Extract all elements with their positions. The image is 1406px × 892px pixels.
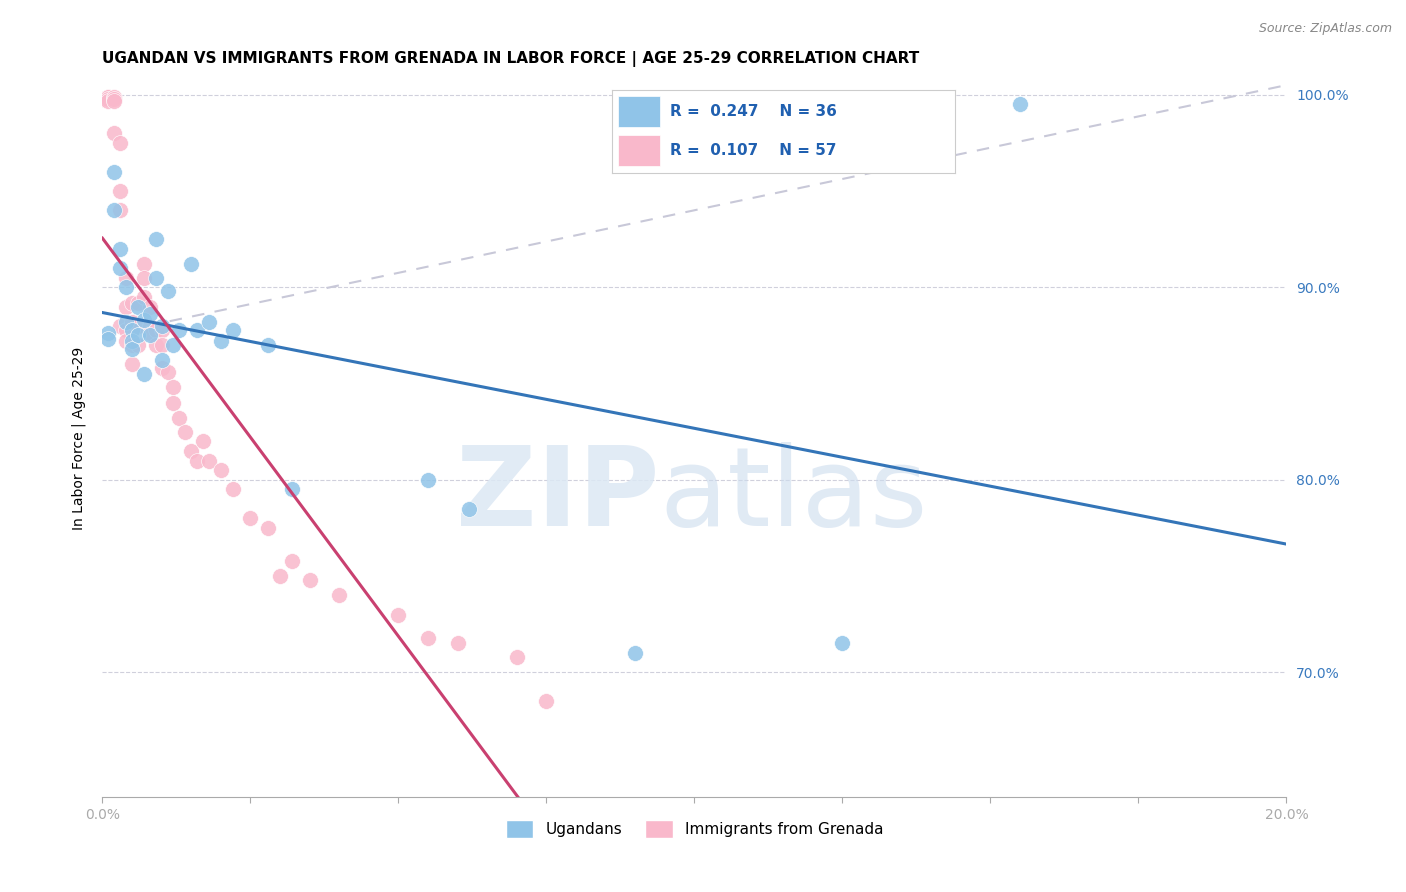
Point [121, 295, 143, 310]
Point [115, 270, 138, 285]
Point [298, 573, 321, 587]
Point [103, 94, 125, 108]
Point [121, 334, 143, 348]
Point [169, 411, 191, 425]
Point [239, 511, 262, 525]
Point [150, 353, 173, 368]
Point [132, 257, 155, 271]
Point [103, 126, 125, 140]
Point [121, 357, 143, 371]
Point [281, 483, 304, 497]
Point [191, 434, 214, 449]
Point [139, 328, 162, 343]
Point [97, 326, 120, 341]
Point [257, 338, 280, 352]
Point [150, 361, 173, 376]
Point [97, 332, 120, 346]
Point [198, 315, 221, 329]
Point [145, 323, 167, 337]
Point [127, 328, 149, 343]
Point [132, 270, 155, 285]
Point [162, 380, 184, 394]
Point [127, 318, 149, 333]
Point [221, 323, 243, 337]
Point [115, 300, 138, 314]
Point [180, 257, 202, 271]
Point [139, 300, 162, 314]
Text: UGANDAN VS IMMIGRANTS FROM GRENADA IN LABOR FORCE | AGE 25-29 CORRELATION CHART: UGANDAN VS IMMIGRANTS FROM GRENADA IN LA… [103, 51, 920, 67]
Point [156, 365, 179, 379]
Point [186, 323, 208, 337]
Point [446, 636, 468, 650]
Point [536, 694, 558, 708]
Point [150, 338, 173, 352]
Point [121, 338, 143, 352]
Point [174, 425, 197, 439]
Point [103, 89, 125, 103]
Point [127, 295, 149, 310]
Text: atlas: atlas [659, 442, 928, 549]
Point [162, 338, 184, 352]
Point [139, 326, 162, 341]
Point [103, 165, 125, 179]
Point [108, 242, 131, 256]
Point [387, 607, 409, 622]
Point [108, 260, 131, 275]
Point [121, 315, 143, 329]
Point [91, 92, 114, 106]
Point [150, 318, 173, 333]
Point [97, 94, 120, 108]
Point [103, 203, 125, 218]
Point [624, 646, 647, 660]
Point [145, 232, 167, 246]
Point [257, 521, 280, 535]
Point [198, 453, 221, 467]
Point [103, 92, 125, 106]
Point [132, 290, 155, 304]
Point [156, 284, 179, 298]
Point [162, 396, 184, 410]
Point [458, 501, 481, 516]
Point [221, 483, 243, 497]
Point [1010, 97, 1032, 112]
Point [169, 323, 191, 337]
Point [127, 338, 149, 352]
Point [506, 649, 529, 664]
Point [209, 463, 232, 477]
Point [139, 307, 162, 321]
Y-axis label: In Labor Force | Age 25-29: In Labor Force | Age 25-29 [72, 347, 86, 530]
Text: ZIP: ZIP [456, 442, 659, 549]
Legend: Ugandans, Immigrants from Grenada: Ugandans, Immigrants from Grenada [499, 814, 890, 844]
Point [145, 338, 167, 352]
Point [108, 184, 131, 198]
Point [97, 89, 120, 103]
Point [121, 342, 143, 356]
Point [127, 300, 149, 314]
Point [108, 318, 131, 333]
Point [115, 315, 138, 329]
Point [416, 473, 439, 487]
Point [269, 569, 291, 583]
Point [180, 444, 202, 458]
Point [209, 334, 232, 348]
Point [150, 323, 173, 337]
Point [416, 631, 439, 645]
Point [132, 313, 155, 327]
Point [831, 636, 853, 650]
Point [281, 554, 304, 568]
Point [145, 270, 167, 285]
Point [115, 323, 138, 337]
Point [108, 203, 131, 218]
Point [115, 334, 138, 348]
Point [186, 453, 208, 467]
Text: Source: ZipAtlas.com: Source: ZipAtlas.com [1258, 22, 1392, 36]
Point [121, 323, 143, 337]
Point [97, 92, 120, 106]
Point [115, 280, 138, 294]
Point [139, 318, 162, 333]
Point [108, 136, 131, 150]
Point [97, 89, 120, 103]
Point [328, 588, 350, 602]
Point [132, 367, 155, 381]
